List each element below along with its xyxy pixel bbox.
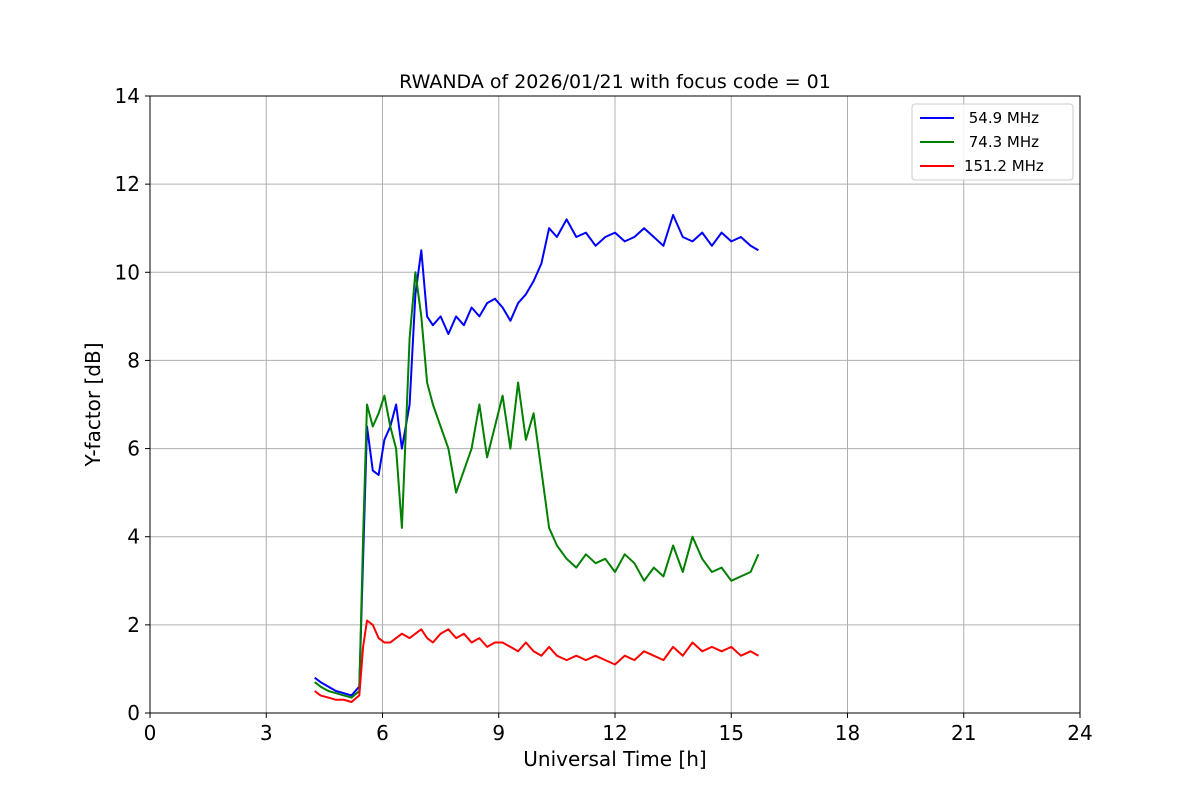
y-tick-label: 2 [127, 613, 140, 637]
series-line-2 [314, 619, 759, 703]
y-tick-label: 0 [127, 701, 140, 725]
chart-title: RWANDA of 2026/01/21 with focus code = 0… [399, 71, 831, 93]
legend-label-1: 74.3 MHz [964, 133, 1039, 151]
y-tick-label: 8 [127, 348, 140, 372]
x-tick-label: 12 [602, 721, 627, 745]
y-tick-label: 4 [127, 525, 140, 549]
x-tick-label: 15 [719, 721, 744, 745]
x-tick-label: 18 [835, 721, 860, 745]
x-tick-label: 21 [951, 721, 976, 745]
x-tick-label: 24 [1067, 721, 1092, 745]
y-tick-label: 10 [115, 260, 140, 284]
y-axis-label: Y-factor [dB] [81, 342, 105, 467]
y-tick-label: 14 [115, 84, 140, 108]
x-axis-label: Universal Time [h] [523, 747, 706, 771]
legend: 54.9 MHz 74.3 MHz 151.2 MHz [911, 103, 1074, 181]
series-line-1 [314, 271, 760, 699]
legend-box [911, 103, 1074, 181]
y-tick-label: 6 [127, 437, 140, 461]
legend-label-0: 54.9 MHz [964, 109, 1039, 127]
x-tick-label: 3 [260, 721, 273, 745]
x-tick-label: 6 [376, 721, 389, 745]
series-line-0 [314, 214, 759, 697]
series-layer [314, 214, 760, 703]
y-tick-label: 12 [115, 172, 140, 196]
x-tick-label: 0 [144, 721, 157, 745]
x-tick-label: 9 [492, 721, 505, 745]
legend-label-2: 151.2 MHz [964, 157, 1044, 175]
